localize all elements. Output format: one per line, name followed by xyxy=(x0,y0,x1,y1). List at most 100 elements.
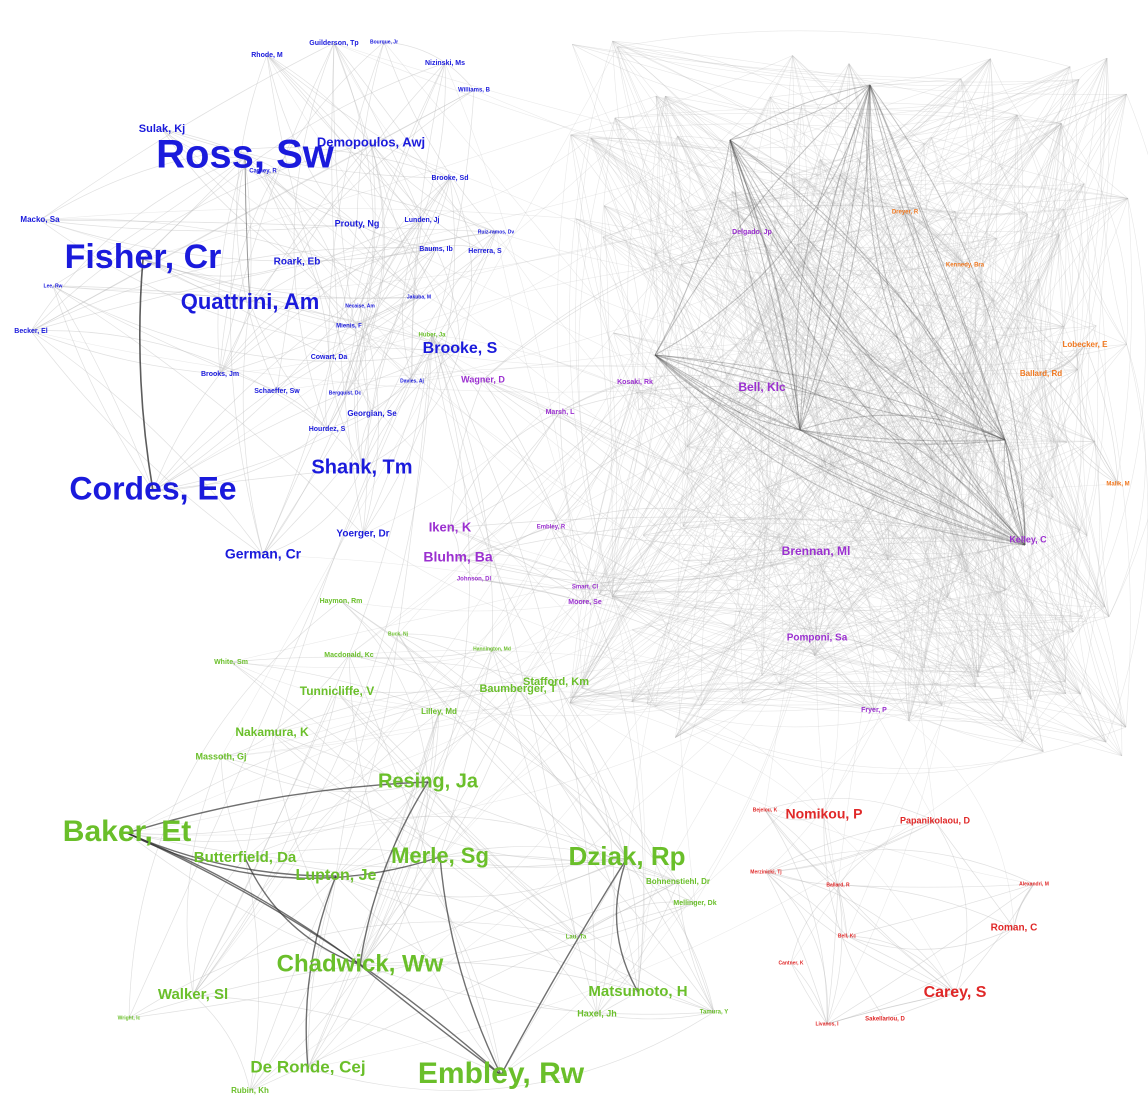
edge xyxy=(719,93,1127,201)
edge xyxy=(631,352,955,702)
edge xyxy=(654,354,801,431)
edge xyxy=(675,211,956,738)
edge xyxy=(931,137,957,416)
edge xyxy=(798,159,821,267)
edge xyxy=(848,396,948,598)
edge xyxy=(837,820,936,886)
edge xyxy=(495,231,979,673)
edge xyxy=(266,54,461,350)
edge xyxy=(978,616,1110,678)
edge xyxy=(675,621,1087,738)
edge xyxy=(820,159,1028,215)
edge xyxy=(631,571,967,702)
edge xyxy=(262,223,358,556)
edge xyxy=(706,238,997,369)
edge xyxy=(631,207,915,702)
edge xyxy=(142,258,251,304)
edge xyxy=(569,281,779,704)
edge xyxy=(759,531,1083,617)
edge xyxy=(655,344,977,707)
edge xyxy=(431,334,493,650)
edge xyxy=(584,586,586,603)
edge xyxy=(677,135,807,180)
edge xyxy=(52,285,278,392)
edge xyxy=(244,334,433,859)
edge xyxy=(758,266,802,532)
edge xyxy=(685,193,967,222)
edge xyxy=(569,392,986,704)
edge xyxy=(39,218,420,298)
edge xyxy=(646,348,940,704)
edge xyxy=(848,63,1032,700)
edge xyxy=(161,128,246,158)
node-label: Necaise, Am xyxy=(345,303,375,309)
edge xyxy=(756,422,1066,694)
edge xyxy=(809,159,859,253)
edge xyxy=(655,198,1129,277)
edge xyxy=(940,415,1127,728)
edge xyxy=(244,857,260,1092)
edge xyxy=(737,429,936,822)
edge xyxy=(584,601,875,711)
edge xyxy=(716,200,738,431)
edge xyxy=(655,95,684,265)
edge xyxy=(612,40,931,456)
edge xyxy=(331,42,364,535)
edge xyxy=(854,127,1078,370)
edge xyxy=(737,174,841,431)
edge xyxy=(687,206,901,475)
edge xyxy=(336,691,577,938)
node-label: Lobecker, E xyxy=(1063,340,1109,349)
edge xyxy=(814,645,979,673)
edge xyxy=(590,137,849,397)
edge xyxy=(797,213,1028,260)
edge xyxy=(883,344,977,407)
edge xyxy=(590,137,1110,617)
edge xyxy=(52,156,246,287)
edge xyxy=(52,285,461,350)
edge xyxy=(657,96,738,431)
edge xyxy=(791,339,943,706)
edge xyxy=(242,302,264,556)
node-label: Yoerger, Dr xyxy=(336,529,389,540)
edge xyxy=(613,332,940,356)
edge xyxy=(675,441,1095,738)
edge xyxy=(335,875,598,1015)
edge xyxy=(779,445,1059,685)
edge xyxy=(975,344,997,673)
edge xyxy=(791,174,956,213)
edge xyxy=(1016,114,1082,742)
edge xyxy=(638,66,1071,410)
node-label: Sulak, Kj xyxy=(139,123,185,135)
edge xyxy=(359,648,493,966)
edge xyxy=(30,247,437,332)
edge xyxy=(559,411,817,553)
edge xyxy=(731,191,954,378)
edge xyxy=(962,554,1016,672)
edge xyxy=(219,42,335,375)
edge xyxy=(923,58,991,145)
edge xyxy=(797,233,997,245)
edge xyxy=(732,205,956,212)
edge xyxy=(556,134,572,413)
edge xyxy=(854,127,1106,607)
edge xyxy=(815,390,910,722)
edge xyxy=(814,292,899,656)
edge xyxy=(940,114,1024,453)
edge xyxy=(814,206,916,656)
edge xyxy=(634,381,943,706)
edge xyxy=(491,648,628,859)
edge xyxy=(613,332,926,412)
edge xyxy=(230,661,441,858)
node-label: Mellinger, Dk xyxy=(673,900,716,907)
edge xyxy=(884,404,1066,694)
edge xyxy=(614,117,827,467)
edge xyxy=(755,321,1067,443)
edge xyxy=(732,209,1107,743)
node-label: Delgado, Jp xyxy=(732,229,772,236)
edge xyxy=(654,354,1026,546)
node-label: Bejelou, K xyxy=(753,807,778,813)
node-label: Schaeffer, Sw xyxy=(254,388,300,395)
edge xyxy=(362,177,456,535)
edge xyxy=(307,781,429,1069)
